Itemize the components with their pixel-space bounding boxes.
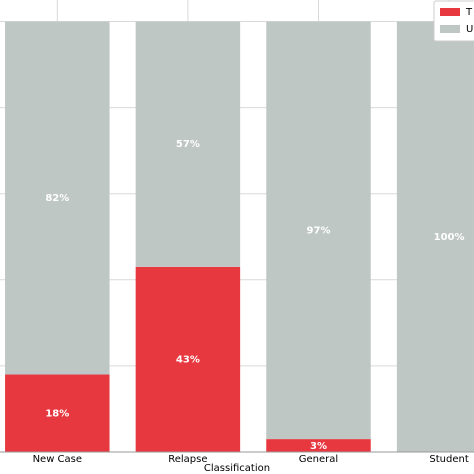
bar-segment [266, 439, 371, 452]
value-label: 97% [307, 225, 331, 236]
x-tick-label: General [299, 454, 338, 465]
bar-segment [135, 21, 241, 267]
bar-segment [5, 374, 110, 452]
bar-segment [396, 21, 474, 453]
value-label: 100% [434, 232, 465, 243]
legend-swatch [440, 8, 460, 16]
value-label: 57% [176, 139, 200, 150]
legend-label: U [466, 24, 473, 35]
x-tick-label: Relapse [168, 454, 207, 465]
bar-segment [5, 21, 110, 375]
value-label: 82% [45, 193, 69, 204]
legend: TU [433, 0, 474, 42]
value-label: 18% [45, 408, 69, 419]
value-label: 43% [176, 354, 200, 365]
x-axis-label: Classification [204, 463, 270, 474]
bar-segment [266, 21, 371, 440]
legend-label: T [465, 7, 473, 18]
x-tick-label: Student [429, 454, 468, 465]
legend-swatch [440, 25, 460, 33]
x-tick-label: New Case [33, 454, 82, 465]
value-label: 3% [310, 441, 327, 452]
bar-segment [135, 266, 241, 452]
